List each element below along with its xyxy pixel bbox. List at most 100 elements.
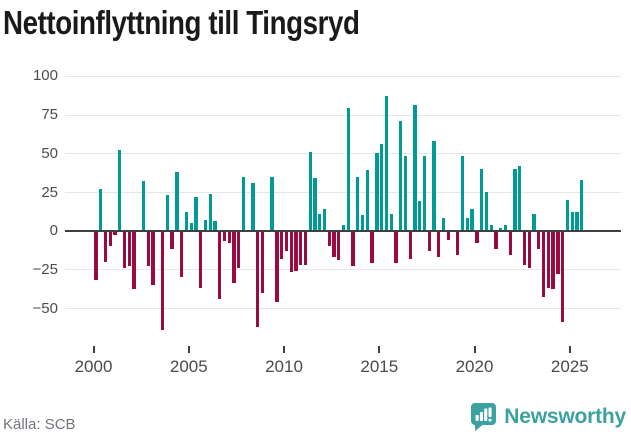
bar-2025Q3 <box>580 179 584 231</box>
bar-2012Q1 <box>322 209 327 231</box>
x-axis-tick-2020 <box>473 346 476 353</box>
bar-2007Q4 <box>241 176 246 231</box>
bar-2010Q2 <box>289 230 293 273</box>
bar-2012Q3 <box>332 230 336 257</box>
y-axis-label--50: −50 <box>32 299 58 317</box>
bar-2025Q1 <box>570 212 574 231</box>
y-axis-label-50: 50 <box>41 144 58 162</box>
bar-2014Q2 <box>365 170 369 231</box>
bar-2016Q1 <box>399 120 403 231</box>
bar-2022Q4 <box>527 230 531 268</box>
bar-2004Q4 <box>184 212 189 231</box>
bar-2001Q1 <box>113 230 117 236</box>
x-axis-label-2010: 2010 <box>265 357 303 376</box>
gridline-y--50 <box>65 308 621 310</box>
bar-2025Q2 <box>575 212 579 231</box>
bar-2005Q3 <box>199 230 203 288</box>
bar-2016Q4 <box>413 105 417 231</box>
source-label: Källa: SCB <box>3 416 76 433</box>
bar-2021Q3 <box>503 224 508 231</box>
bar-2017Q3 <box>427 230 431 251</box>
bar-2010Q3 <box>294 230 298 271</box>
x-axis-tick-2000 <box>92 346 95 353</box>
bar-2019Q1 <box>456 230 460 256</box>
bar-2007Q1 <box>227 230 231 244</box>
bar-2001Q2 <box>118 150 122 231</box>
bar-2014Q3 <box>370 230 374 264</box>
x-axis-label-2025: 2025 <box>550 357 589 376</box>
bar-2011Q4 <box>318 213 322 231</box>
zero-axis-line <box>65 229 621 232</box>
newsworthy-logo[interactable]: Newsworthy <box>471 402 626 432</box>
bar-2015Q2 <box>384 96 389 231</box>
bar-2007Q3 <box>237 230 241 268</box>
bar-2008Q2 <box>251 182 255 231</box>
bar-2015Q1 <box>380 144 384 231</box>
bar-2018Q1 <box>437 230 441 257</box>
bar-2008Q3 <box>256 230 260 327</box>
bar-2019Q2 <box>460 156 465 231</box>
bar-2000Q2 <box>99 188 103 231</box>
y-axis-label-75: 75 <box>41 106 58 124</box>
bar-2006Q3 <box>218 230 222 299</box>
bar-2010Q1 <box>284 230 289 251</box>
bar-2020Q2 <box>480 168 484 231</box>
bar-2023Q1 <box>532 213 536 231</box>
bar-2023Q3 <box>541 230 546 298</box>
bar-2015Q4 <box>394 230 398 264</box>
page-title: Nettoinflyttning till Tingsryd <box>3 4 360 41</box>
bar-2002Q1 <box>132 230 136 290</box>
bar-2021Q4 <box>508 230 512 256</box>
x-axis-tick-2005 <box>187 346 190 353</box>
bar-2006Q1 <box>208 193 212 231</box>
bar-2018Q3 <box>446 230 450 240</box>
x-axis-tick-2010 <box>283 346 285 353</box>
bar-2003Q1 <box>151 230 155 285</box>
bar-2023Q4 <box>546 230 550 288</box>
bar-2017Q4 <box>432 140 436 231</box>
bar-2017Q1 <box>418 201 422 231</box>
bar-2021Q1 <box>494 230 498 250</box>
bar-2004Q3 <box>179 230 184 278</box>
gridline-y--25 <box>65 269 621 271</box>
gridline-y-25 <box>65 192 621 193</box>
bar-2000Q4 <box>108 230 112 247</box>
bar-2005Q1 <box>189 223 193 231</box>
bar-2021Q2 <box>499 227 503 231</box>
bar-2014Q1 <box>360 215 365 231</box>
bar-2006Q4 <box>222 230 227 242</box>
bar-2022Q1 <box>513 168 517 231</box>
bar-2016Q3 <box>408 230 412 259</box>
bar-2009Q2 <box>270 176 274 231</box>
bar-2005Q4 <box>203 219 208 231</box>
bar-2005Q2 <box>194 196 198 231</box>
bar-2019Q3 <box>465 218 470 231</box>
bar-2024Q4 <box>565 199 570 231</box>
x-axis-label-2015: 2015 <box>360 357 399 376</box>
bar-2001Q4 <box>127 230 131 267</box>
x-axis-tick-2015 <box>378 346 381 353</box>
bar-2013Q3 <box>351 230 355 267</box>
bar-2008Q4 <box>260 230 265 293</box>
bar-2015Q3 <box>389 213 393 231</box>
x-axis-label-2000: 2000 <box>74 357 113 376</box>
gridline-y-100 <box>65 75 621 77</box>
bar-2007Q2 <box>232 230 236 284</box>
x-axis-label-2020: 2020 <box>455 357 494 376</box>
bar-2024Q1 <box>551 230 555 290</box>
bar-2013Q2 <box>346 108 350 231</box>
bar-2023Q2 <box>537 230 541 250</box>
bar-2004Q2 <box>175 171 179 231</box>
y-axis-label-25: 25 <box>41 183 58 201</box>
bar-2002Q4 <box>146 230 150 267</box>
bar-2018Q2 <box>441 218 446 231</box>
bar-2016Q2 <box>403 156 408 231</box>
gridline-y-50 <box>65 153 621 155</box>
bar-2011Q3 <box>313 178 317 231</box>
bar-2020Q4 <box>489 224 493 231</box>
bar-2000Q1 <box>94 230 98 281</box>
bar-2019Q4 <box>470 209 474 231</box>
bar-2011Q2 <box>308 151 312 231</box>
bar-2004Q1 <box>170 230 174 250</box>
